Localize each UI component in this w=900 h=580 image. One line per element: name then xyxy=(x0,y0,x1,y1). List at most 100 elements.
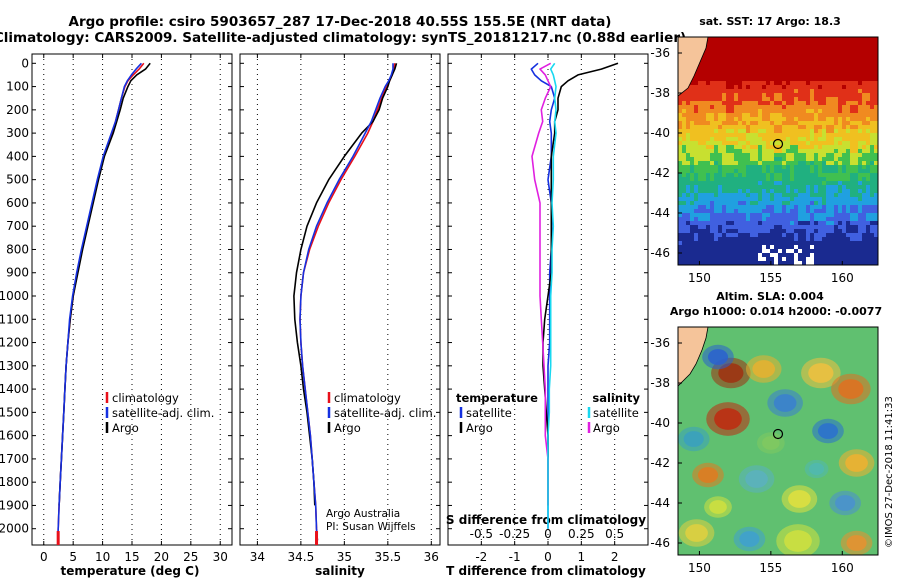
sst-cell xyxy=(858,181,863,186)
sst-cell xyxy=(726,117,731,122)
sst-cell xyxy=(846,89,851,94)
sst-cell xyxy=(778,153,783,158)
sst-cell xyxy=(774,77,779,82)
sst-cell xyxy=(810,93,815,98)
sst-cell xyxy=(806,65,811,70)
sst-cell xyxy=(714,149,719,154)
sst-cell xyxy=(702,121,707,126)
sst-cell xyxy=(818,41,823,46)
sst-cell xyxy=(814,249,819,254)
sst-cell xyxy=(730,237,735,242)
sst-cell xyxy=(854,45,859,50)
sst-cell xyxy=(850,45,855,50)
sst-cell xyxy=(850,221,855,226)
sst-cell xyxy=(734,117,739,122)
sst-cell xyxy=(686,233,691,238)
sst-cell xyxy=(722,137,727,142)
sst-cell xyxy=(698,93,703,98)
sst-cell xyxy=(862,57,867,62)
sst-cell xyxy=(834,89,839,94)
sst-cell xyxy=(734,109,739,114)
sst-cell xyxy=(826,101,831,106)
sst-cell xyxy=(762,149,767,154)
sst-cell xyxy=(734,217,739,222)
x-tick-label: -2 xyxy=(475,550,487,564)
sst-cell xyxy=(850,149,855,154)
sst-cell xyxy=(798,149,803,154)
sst-cell xyxy=(722,49,727,54)
sst-cell xyxy=(762,189,767,194)
sst-cell xyxy=(866,77,871,82)
sst-cell xyxy=(818,49,823,54)
sst-cell xyxy=(842,201,847,206)
sst-cell xyxy=(862,205,867,210)
sst-cell xyxy=(686,197,691,202)
sst-cell xyxy=(690,261,695,265)
sst-cell xyxy=(830,253,835,258)
sst-cell xyxy=(738,65,743,70)
sst-cell xyxy=(698,249,703,254)
sst-cell xyxy=(842,233,847,238)
sst-cell xyxy=(874,89,878,94)
sst-cell xyxy=(714,133,719,138)
sst-cell xyxy=(786,145,791,150)
sst-cell xyxy=(758,149,763,154)
sst-cell xyxy=(730,241,735,246)
sst-cell xyxy=(794,53,799,58)
sst-cell xyxy=(698,205,703,210)
sst-cell xyxy=(814,225,819,230)
sst-cell xyxy=(790,161,795,166)
sst-cell xyxy=(854,141,859,146)
sst-cell xyxy=(850,49,855,54)
sst-cell xyxy=(762,129,767,134)
sst-cell xyxy=(770,241,775,246)
sst-cell xyxy=(762,213,767,218)
sla-anomaly-core xyxy=(846,535,867,551)
sst-cell xyxy=(834,221,839,226)
sst-cell xyxy=(750,229,755,234)
sst-cell xyxy=(730,93,735,98)
sst-cell xyxy=(858,113,863,118)
sst-cell xyxy=(846,229,851,234)
sst-cell xyxy=(794,213,799,218)
sst-cell xyxy=(786,89,791,94)
sst-cell xyxy=(690,241,695,246)
map-lat-label: -38 xyxy=(650,86,670,100)
sst-cell xyxy=(686,109,691,114)
sst-cell xyxy=(762,173,767,178)
sst-cell xyxy=(678,221,683,226)
sst-cell xyxy=(870,237,875,242)
sst-cell xyxy=(682,261,687,265)
sst-cell xyxy=(722,261,727,265)
sst-cell xyxy=(790,185,795,190)
sst-cell xyxy=(806,241,811,246)
sst-cell xyxy=(794,177,799,182)
sst-cell xyxy=(750,177,755,182)
sst-cell xyxy=(718,257,723,262)
sst-cell xyxy=(774,129,779,134)
sst-cell xyxy=(854,189,859,194)
x2-tick-label: 0.25 xyxy=(568,527,595,541)
sst-cell xyxy=(846,109,851,114)
x-tick-label: 1 xyxy=(578,550,586,564)
sst-cell xyxy=(718,161,723,166)
sst-cell xyxy=(706,213,711,218)
sst-cell xyxy=(814,149,819,154)
sst-cell xyxy=(718,121,723,126)
sst-cell xyxy=(726,93,731,98)
sst-cell xyxy=(794,73,799,78)
sst-cell xyxy=(854,229,859,234)
sst-cell xyxy=(790,53,795,58)
sst-cell xyxy=(790,165,795,170)
legend-title-salinity: salinity xyxy=(592,391,640,405)
sst-cell xyxy=(866,65,871,70)
sst-cell xyxy=(854,169,859,174)
sst-cell xyxy=(738,61,743,66)
sst-cell xyxy=(742,93,747,98)
sst-cell xyxy=(698,129,703,134)
sst-cell xyxy=(710,49,715,54)
sst-cell xyxy=(778,161,783,166)
sst-cell xyxy=(734,45,739,50)
sst-cell xyxy=(710,73,715,78)
sst-cell xyxy=(770,61,775,66)
